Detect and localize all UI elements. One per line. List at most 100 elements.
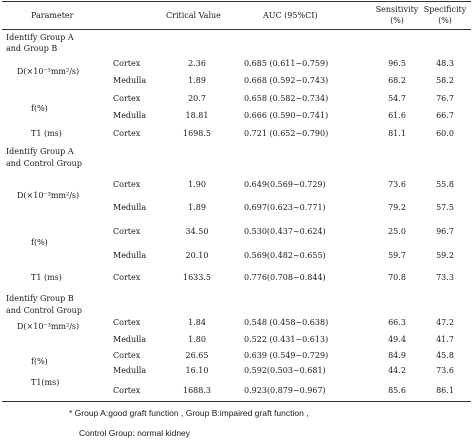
header-rule bbox=[2, 29, 471, 30]
specificity-cell: 86.1 bbox=[436, 386, 454, 395]
critical-value-cell: 1.89 bbox=[188, 76, 206, 85]
sensitivity-cell: 70.8 bbox=[388, 273, 406, 282]
auc-cell: 0.522 (0.431~0.613) bbox=[244, 335, 329, 344]
specificity-cell: 66.7 bbox=[436, 111, 454, 120]
critical-value-cell: 1633.5 bbox=[183, 273, 211, 282]
specificity-cell: 73.3 bbox=[436, 273, 454, 282]
sensitivity-cell: 79.2 bbox=[388, 203, 406, 212]
critical-value-cell: 1.90 bbox=[188, 180, 206, 189]
sensitivity-cell: 49.4 bbox=[388, 335, 406, 344]
header-specificity: Specificity bbox=[423, 5, 467, 14]
region-cell: Cortex bbox=[113, 180, 141, 189]
sensitivity-cell: 85.6 bbox=[388, 386, 406, 395]
critical-value-cell: 1688.3 bbox=[183, 386, 211, 395]
sensitivity-cell: 61.6 bbox=[388, 111, 406, 120]
region-cell: Cortex bbox=[113, 351, 141, 360]
param-label: f(%) bbox=[31, 104, 48, 113]
region-cell: Cortex bbox=[113, 273, 141, 282]
critical-value-cell: 1.89 bbox=[188, 203, 206, 212]
auc-cell: 0.776(0.708~0.844) bbox=[244, 273, 326, 282]
specificity-cell: 58.2 bbox=[436, 76, 454, 85]
group-title: Identify Group A bbox=[6, 33, 74, 42]
specificity-cell: 41.7 bbox=[436, 335, 454, 344]
param-label: T1(ms) bbox=[31, 378, 60, 387]
critical-value-cell: 2.36 bbox=[188, 59, 206, 68]
auc-cell: 0.548 (0.458~0.638) bbox=[244, 318, 329, 327]
region-cell: Medulla bbox=[113, 111, 147, 120]
auc-cell: 0.658 (0.582~0.734) bbox=[244, 94, 329, 103]
group-title: and Group B bbox=[6, 44, 58, 53]
specificity-cell: 57.5 bbox=[436, 203, 454, 212]
auc-cell: 0.668 (0.592~0.743) bbox=[244, 76, 329, 85]
group-title: and Control Group bbox=[6, 159, 82, 168]
param-label: T1 (ms) bbox=[31, 273, 62, 282]
auc-cell: 0.685 (0.611~0.759) bbox=[244, 59, 329, 68]
auc-cell: 0.721 (0.652~0.790) bbox=[244, 129, 329, 138]
param-label: D(×10⁻³mm²/s) bbox=[17, 67, 80, 76]
region-cell: Cortex bbox=[113, 94, 141, 103]
group-title: Identify Group B bbox=[6, 294, 74, 303]
region-cell: Medulla bbox=[113, 251, 147, 260]
region-cell: Cortex bbox=[113, 318, 141, 327]
param-label: D(×10⁻³mm²/s) bbox=[17, 322, 80, 331]
sensitivity-cell: 84.9 bbox=[388, 351, 406, 360]
table-bottom-rule bbox=[2, 401, 471, 402]
auc-cell: 0.666 (0.590~0.741) bbox=[244, 111, 329, 120]
critical-value-cell: 1.84 bbox=[188, 318, 206, 327]
sensitivity-cell: 25.0 bbox=[388, 227, 406, 236]
group-title: and Control Group bbox=[6, 306, 82, 315]
sensitivity-cell: 96.5 bbox=[388, 59, 406, 68]
region-cell: Medulla bbox=[113, 335, 147, 344]
specificity-cell: 48.3 bbox=[436, 59, 454, 68]
region-cell: Cortex bbox=[113, 129, 141, 138]
header-critical-value: Critical Value bbox=[166, 11, 221, 20]
footnote: * Group A:good graft function , Group B:… bbox=[69, 408, 309, 418]
auc-cell: 0.569(0.482~0.655) bbox=[244, 251, 326, 260]
specificity-cell: 73.6 bbox=[436, 366, 454, 375]
critical-value-cell: 20.7 bbox=[188, 94, 206, 103]
table-top-rule bbox=[2, 1, 471, 2]
critical-value-cell: 20.10 bbox=[185, 251, 209, 260]
param-label: D(×10⁻³mm²/s) bbox=[17, 191, 80, 200]
auc-cell: 0.697(0.623~0.771) bbox=[244, 203, 326, 212]
sensitivity-cell: 54.7 bbox=[388, 94, 406, 103]
header-specificity-unit: (%) bbox=[438, 16, 452, 25]
sensitivity-cell: 81.1 bbox=[388, 129, 406, 138]
specificity-cell: 45.8 bbox=[436, 351, 454, 360]
sensitivity-cell: 66.3 bbox=[388, 318, 406, 327]
param-label: f(%) bbox=[31, 238, 48, 247]
specificity-cell: 55.8 bbox=[436, 180, 454, 189]
auc-cell: 0.592(0.503~0.681) bbox=[244, 366, 326, 375]
critical-value-cell: 18.81 bbox=[185, 111, 209, 120]
group-title: Identify Group A bbox=[6, 147, 74, 156]
auc-cell: 0.649(0.569~0.729) bbox=[244, 180, 326, 189]
specificity-cell: 59.2 bbox=[436, 251, 454, 260]
header-sensitivity: Sensitivity bbox=[375, 5, 419, 14]
header-parameter: Parameter bbox=[31, 11, 74, 20]
region-cell: Cortex bbox=[113, 59, 141, 68]
auc-cell: 0.530(0.437~0.624) bbox=[244, 227, 326, 236]
param-label: T1 (ms) bbox=[31, 129, 62, 138]
region-cell: Medulla bbox=[113, 76, 147, 85]
auc-cell: 0.639 (0.549~0.729) bbox=[244, 351, 329, 360]
specificity-cell: 60.0 bbox=[436, 129, 454, 138]
header-sensitivity-unit: (%) bbox=[390, 16, 404, 25]
specificity-cell: 96.7 bbox=[436, 227, 454, 236]
sensitivity-cell: 73.6 bbox=[388, 180, 406, 189]
region-cell: Medulla bbox=[113, 366, 147, 375]
critical-value-cell: 1698.5 bbox=[183, 129, 211, 138]
region-cell: Cortex bbox=[113, 386, 141, 395]
critical-value-cell: 34.50 bbox=[185, 227, 209, 236]
specificity-cell: 76.7 bbox=[436, 94, 454, 103]
critical-value-cell: 1.80 bbox=[188, 335, 206, 344]
region-cell: Medulla bbox=[113, 203, 147, 212]
sensitivity-cell: 44.2 bbox=[388, 366, 406, 375]
header-auc: AUC (95%CI) bbox=[263, 11, 318, 20]
specificity-cell: 47.2 bbox=[436, 318, 454, 327]
footnote: Control Group: normal kidney bbox=[79, 428, 191, 438]
param-label: f(%) bbox=[31, 357, 48, 366]
critical-value-cell: 26.65 bbox=[185, 351, 209, 360]
critical-value-cell: 16.10 bbox=[185, 366, 209, 375]
sensitivity-cell: 68.2 bbox=[388, 76, 406, 85]
